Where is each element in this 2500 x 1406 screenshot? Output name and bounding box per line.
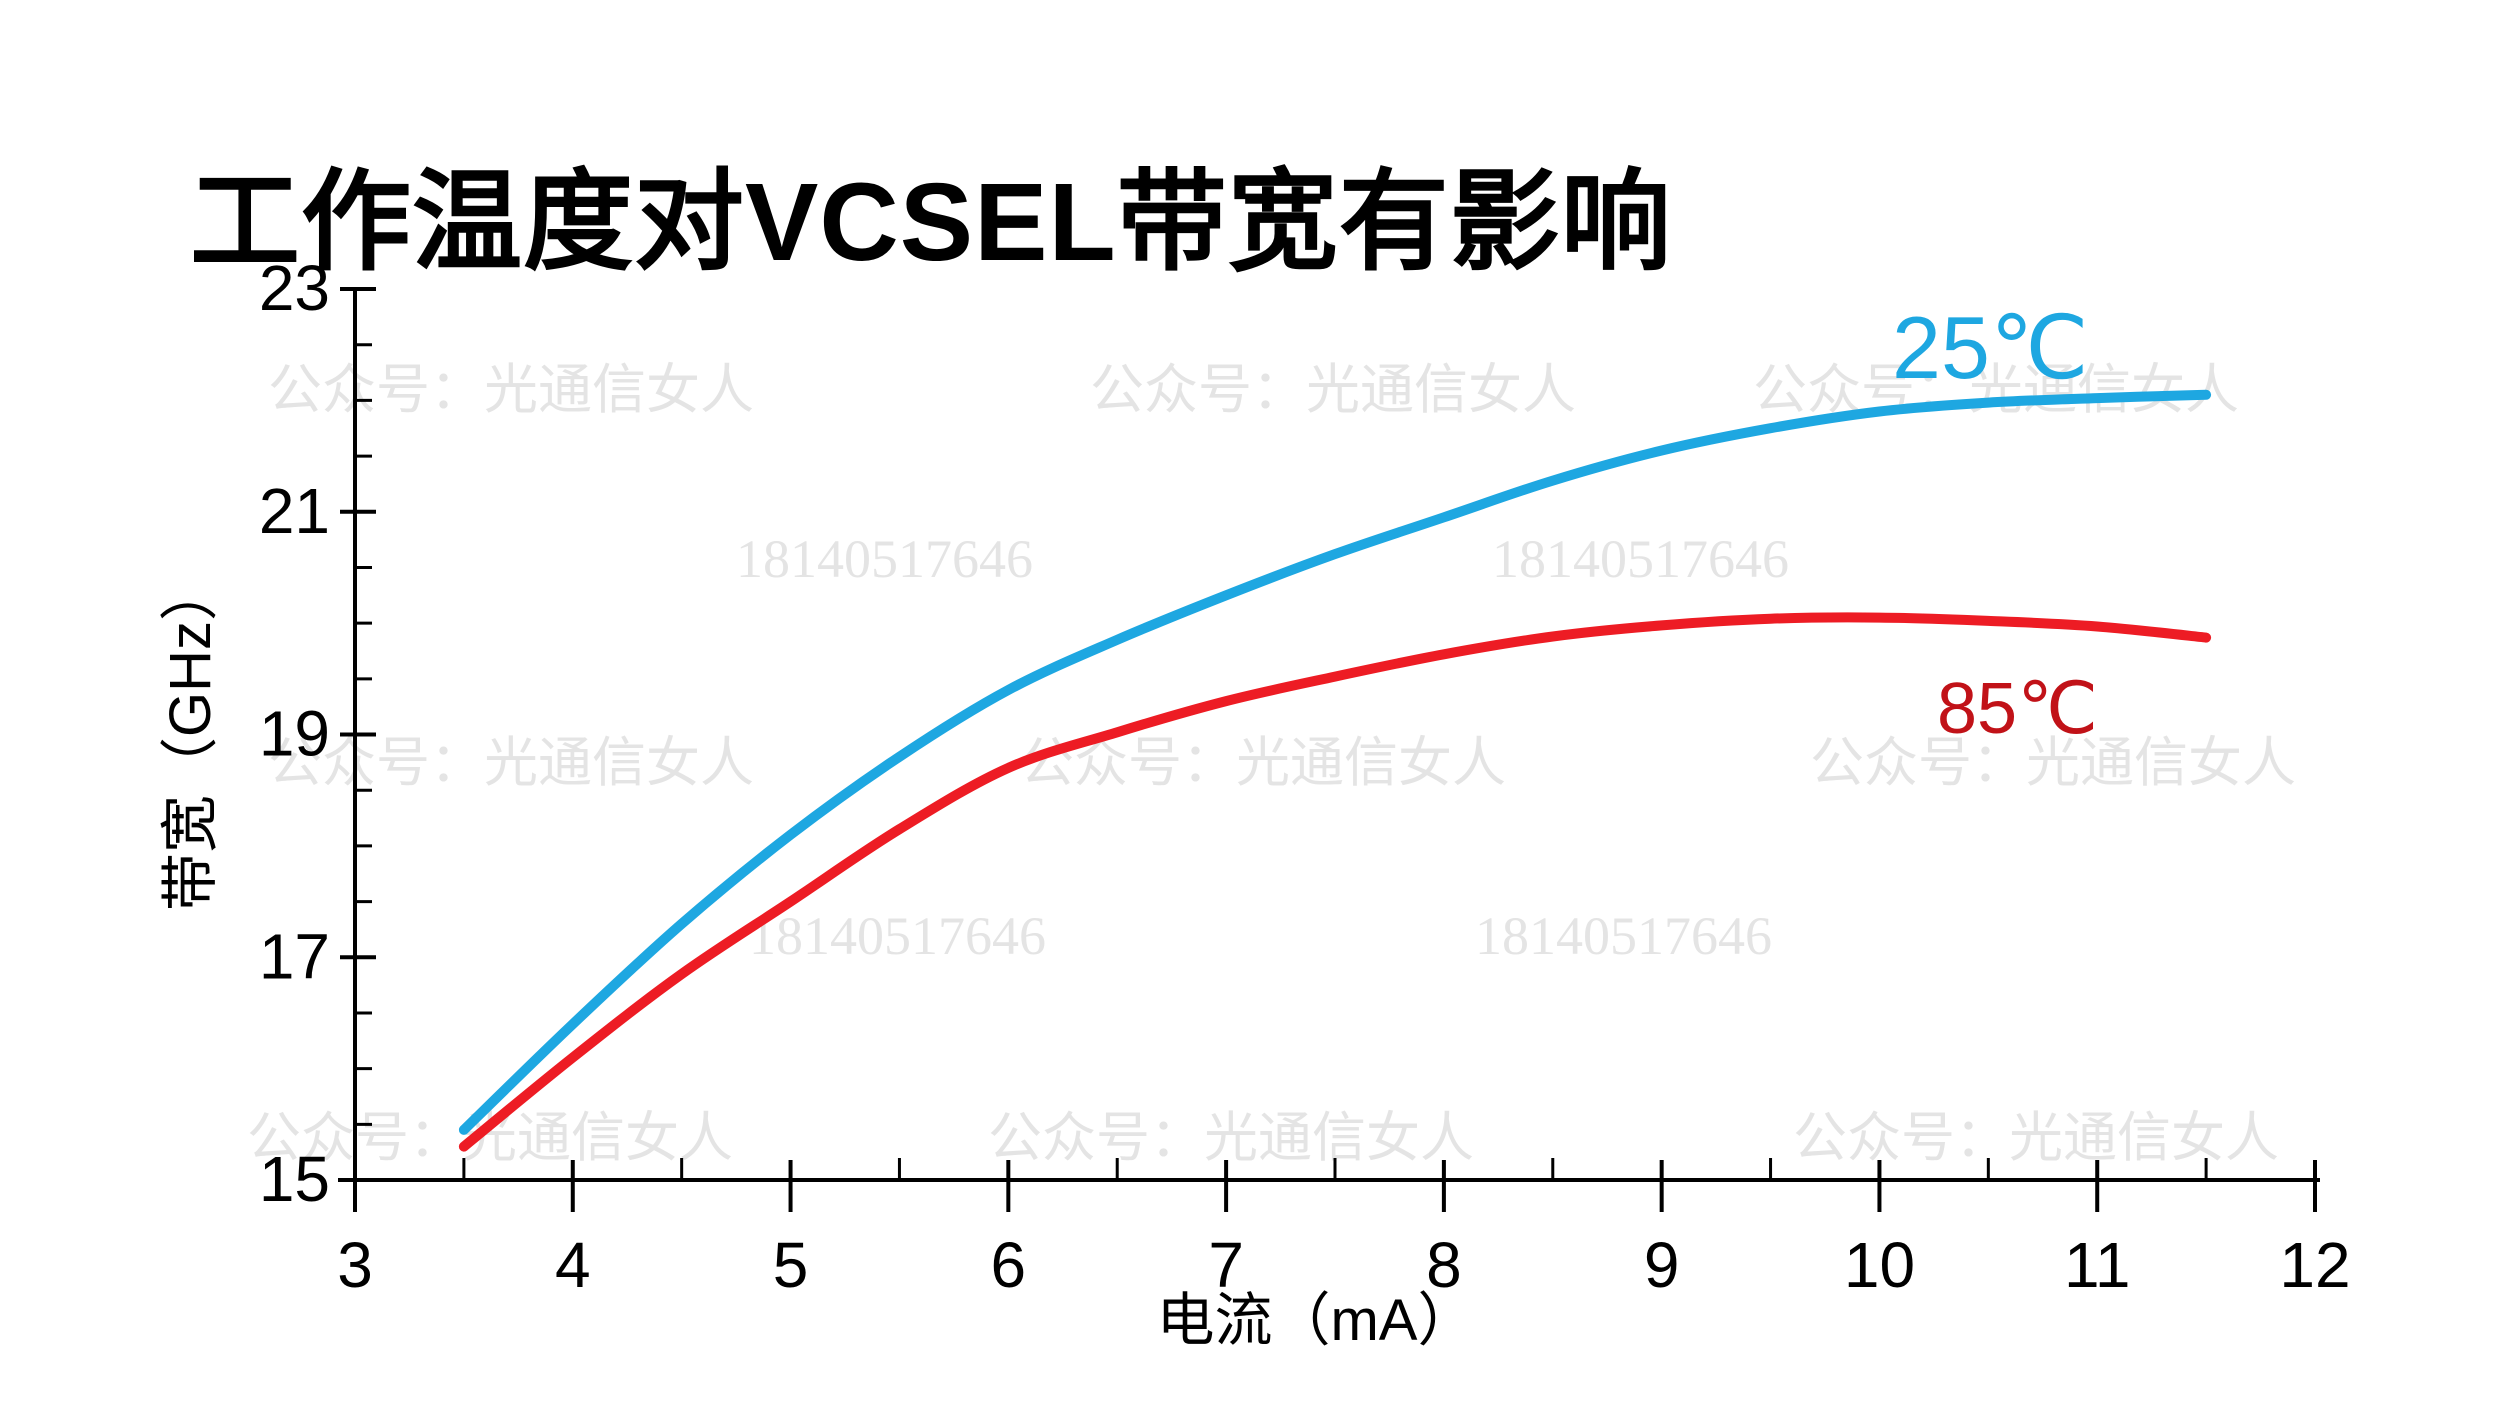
- page-title: 工作温度对VCSEL带宽有影响: [190, 160, 1672, 284]
- y-tick-label: 17: [259, 920, 330, 992]
- x-tick-label: 10: [1844, 1229, 1915, 1301]
- x-tick-label: 6: [991, 1229, 1027, 1301]
- series-label-85c: 85℃: [1937, 669, 2098, 749]
- y-tick-label: 19: [259, 698, 330, 770]
- series-label-25c: 25℃: [1892, 298, 2089, 397]
- x-tick-label: 5: [773, 1229, 809, 1301]
- tick-labels: 3 4 5 6 7 8 9 10 11 12 15 17 19 21 23: [259, 252, 2351, 1301]
- x-tick-label: 11: [2064, 1229, 2130, 1301]
- y-tick-label: 23: [259, 252, 330, 324]
- x-axis-title: 电流（mA）: [1156, 1288, 1475, 1353]
- x-tick-label: 12: [2279, 1229, 2350, 1301]
- x-tick-label: 9: [1644, 1229, 1680, 1301]
- tick-marks: [340, 287, 2317, 1212]
- curve-25℃: [458, 389, 2212, 1135]
- curve-85℃: [458, 612, 2212, 1152]
- x-tick-label: 7: [1208, 1229, 1244, 1301]
- y-axis-title: 带宽（GHz）: [158, 563, 223, 911]
- y-tick-label: 15: [259, 1143, 330, 1215]
- x-tick-label: 3: [337, 1229, 373, 1301]
- y-tick-label: 21: [259, 475, 330, 547]
- data-curves: [458, 389, 2212, 1152]
- x-tick-label: 8: [1426, 1229, 1462, 1301]
- x-tick-label: 4: [555, 1229, 591, 1301]
